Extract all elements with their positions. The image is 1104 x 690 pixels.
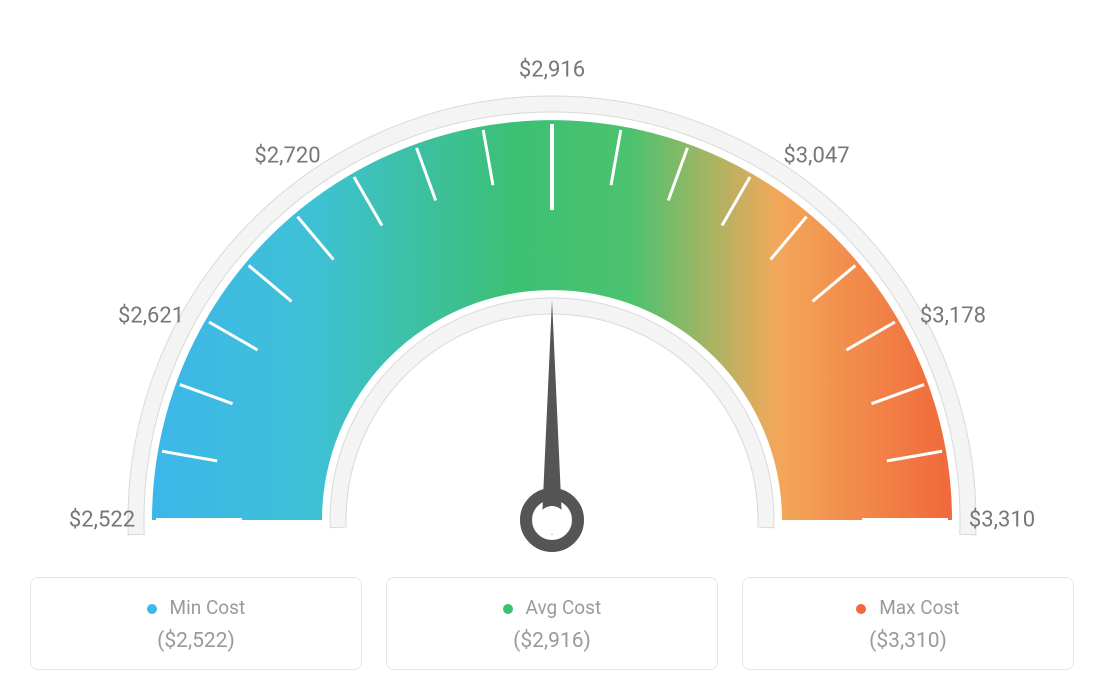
max-cost-card: Max Cost ($3,310) (742, 577, 1074, 670)
min-cost-header: Min Cost (41, 596, 351, 619)
gauge-tick-label: $3,310 (969, 508, 1035, 533)
max-cost-label: Max Cost (879, 596, 959, 619)
avg-cost-dot-icon (503, 604, 513, 614)
min-cost-value: ($2,522) (41, 629, 351, 653)
gauge-tick-label: $2,916 (519, 58, 585, 83)
gauge-tick-label: $3,178 (920, 303, 986, 328)
min-cost-card: Min Cost ($2,522) (30, 577, 362, 670)
avg-cost-label: Avg Cost (526, 596, 602, 619)
gauge-tick-label: $2,720 (254, 143, 320, 168)
max-cost-dot-icon (856, 604, 866, 614)
avg-cost-value: ($2,916) (397, 629, 707, 653)
avg-cost-card: Avg Cost ($2,916) (386, 577, 718, 670)
max-cost-value: ($3,310) (753, 629, 1063, 653)
cost-gauge: $2,522 $2,621 $2,720 $2,916 $3,047 $3,178 $3,3… (0, 0, 1104, 560)
gauge-tick-label: $2,522 (69, 508, 135, 533)
avg-cost-header: Avg Cost (397, 596, 707, 619)
summary-row: Min Cost ($2,522) Avg Cost ($2,916) Max … (30, 577, 1074, 670)
gauge-tick-label: $3,047 (783, 143, 849, 168)
max-cost-header: Max Cost (753, 596, 1063, 619)
gauge-tick-label: $2,621 (118, 303, 184, 328)
min-cost-label: Min Cost (170, 596, 246, 619)
min-cost-dot-icon (147, 604, 157, 614)
